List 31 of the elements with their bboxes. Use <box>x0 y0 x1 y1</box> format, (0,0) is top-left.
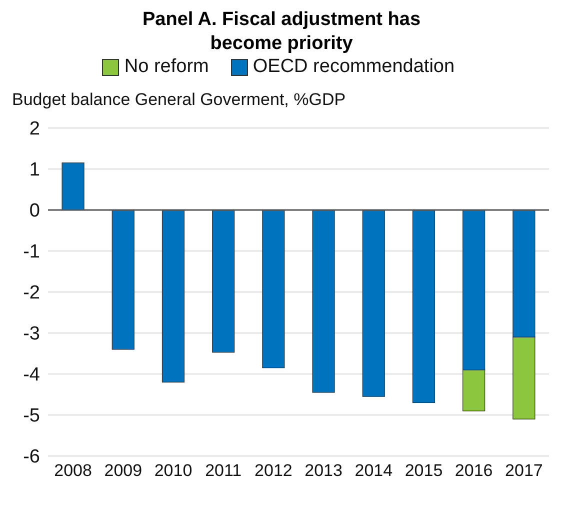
bar <box>62 162 84 210</box>
y-tick-label: 0 <box>29 200 40 222</box>
bar <box>162 210 185 382</box>
x-tick-label: 2016 <box>454 461 493 480</box>
x-tick-label: 2014 <box>354 461 393 480</box>
y-axis-title: Budget balance General Goverment, %GDP <box>12 90 346 110</box>
bar <box>112 210 134 350</box>
x-tick-label: 2010 <box>154 461 192 480</box>
x-tick-label: 2017 <box>505 461 543 480</box>
x-tick-label: 2012 <box>254 461 292 480</box>
x-tick-label: 2011 <box>205 461 242 480</box>
y-tick-label: -4 <box>23 364 40 386</box>
legend-label: OECD recommendation <box>252 56 455 78</box>
bar <box>262 210 285 368</box>
bar <box>412 210 436 403</box>
bar <box>212 210 235 353</box>
y-tick-label: -2 <box>23 282 40 304</box>
x-tick-label: 2009 <box>104 461 142 480</box>
y-tick-label: -5 <box>23 406 40 427</box>
chart-title: Panel A. Fiscal adjustment has become priority <box>141 8 422 56</box>
legend-label: No reform <box>123 56 209 78</box>
y-tick-label: -6 <box>23 446 40 468</box>
y-tick-label: -3 <box>23 324 40 345</box>
x-tick-label: 2015 <box>404 461 443 480</box>
y-tick-label: -1 <box>23 242 40 263</box>
x-tick-label: 2008 <box>54 461 92 480</box>
x-tick-label: 2013 <box>304 461 342 480</box>
bar <box>312 210 335 393</box>
y-tick-label: 2 <box>29 118 40 140</box>
bar <box>362 210 385 397</box>
y-tick-label: 1 <box>29 160 40 181</box>
